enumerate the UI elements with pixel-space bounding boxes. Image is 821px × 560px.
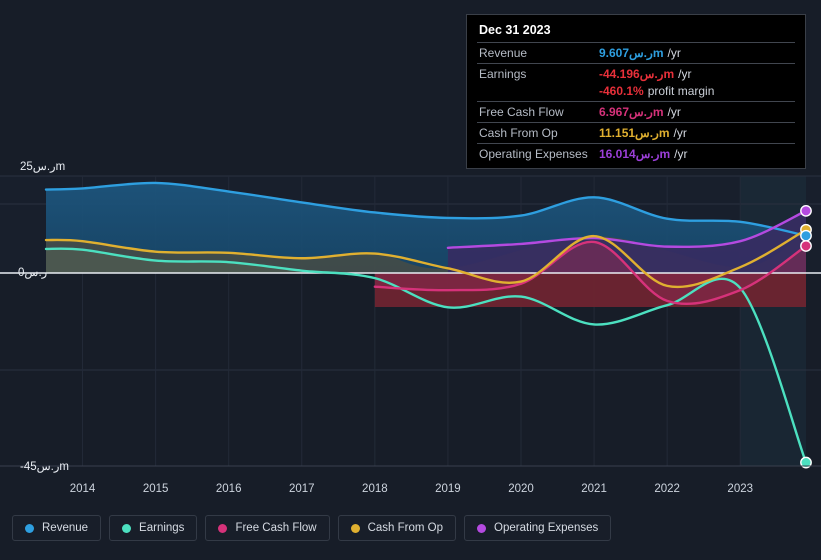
tooltip-row-value: 16.014ر.سm [599,147,671,161]
legend-item-label: Free Cash Flow [235,522,317,534]
tooltip-row-label: Revenue [479,46,528,60]
x-axis-tick-2015: 2015 [142,483,169,495]
tooltip-row-label: Cash From Op [479,126,558,140]
tooltip-rows: Revenue 9.607ر.سm/yr Earnings -44.196ر.سm/y… [477,42,795,164]
tooltip-row-label: Operating Expenses [479,147,588,161]
chart-svg [0,160,821,480]
y-axis-label-bottom: -45ر.سm [20,461,70,473]
tooltip-row: Revenue 9.607ر.سm/yr [477,42,795,63]
series-line-earnings [44,247,808,464]
series-line-revenue [44,181,808,237]
end-marker-free-cash-flow [800,240,812,252]
end-marker-earnings [800,456,812,469]
chart-legend: Revenue Earnings Free Cash Flow Cash From O… [12,515,612,541]
tooltip-row: Cash From Op 11.151ر.سm/yr [477,122,795,143]
x-axis-tick-2020: 2020 [508,483,534,495]
legend-item-label: Cash From Op [367,522,444,534]
x-axis-tick-2018: 2018 [362,483,388,495]
tooltip-row-value: 6.967ر.سm [599,105,664,119]
tooltip-row-unit: /yr [674,147,688,161]
series-line-cash-from-op [44,228,808,289]
legend-item-label: Revenue [42,522,89,534]
chart-plot-area [0,160,821,480]
tooltip-row-unit: /yr [678,67,692,81]
tooltip-date: Dec 31 2023 [479,23,551,37]
tooltip-row-value: -44.196ر.سm [599,67,675,81]
legend-item-label: Operating Expenses [494,522,599,534]
chart-tooltip: Dec 31 2023 Revenue 9.607ر.سm/yr Earnings -… [466,14,806,169]
tooltip-row-value: 9.607ر.سm [599,46,664,60]
x-axis: 2014 2015 2016 2017 2018 2019 2020 2021 2022 2023 [0,483,821,501]
legend-item-earnings[interactable]: Earnings [109,515,198,541]
tooltip-row-label: Earnings [479,67,527,81]
tooltip-row-value: 11.151ر.سm [599,126,670,140]
x-axis-tick-2019: 2019 [435,483,461,495]
legend-item-revenue[interactable]: Revenue [12,515,102,541]
series-line-operating-expenses [446,209,808,249]
x-axis-tick-2021: 2021 [581,483,607,495]
end-marker-operating-expenses [800,204,812,217]
y-axis-label-top: 25ر.سm [20,161,66,173]
legend-color-dot-icon [477,523,487,533]
x-axis-tick-2022: 2022 [654,483,680,495]
legend-color-dot-icon [218,523,228,533]
tooltip-row: Operating Expenses 16.014ر.سm/yr [477,143,795,164]
x-axis-tick-2017: 2017 [288,483,315,495]
tooltip-row: Free Cash Flow 6.967ر.سm/yr [477,101,795,122]
x-axis-tick-2023: 2023 [727,483,754,495]
legend-item-free-cash-flow[interactable]: Free Cash Flow [205,515,330,541]
legend-item-label: Earnings [139,522,185,534]
x-axis-tick-2016: 2016 [215,483,242,495]
tooltip-row-value: -460.1% [599,84,644,98]
tooltip-row-unit: /yr [667,46,681,60]
tooltip-row: -460.1% profit margin [477,84,795,101]
tooltip-profit-margin-label: profit margin [647,84,715,98]
y-axis-label-zero: 0ر.س [18,267,48,279]
legend-color-dot-icon [25,523,34,533]
legend-item-operating-expenses[interactable]: Operating Expenses [464,515,612,541]
end-marker-revenue [800,229,812,242]
tooltip-row-unit: /yr [673,126,687,140]
series-line-free-cash-flow [373,240,808,306]
legend-item-cash-from-op[interactable]: Cash From Op [337,515,457,541]
x-axis-tick-2014: 2014 [69,483,96,495]
tooltip-row-unit: /yr [667,105,681,119]
tooltip-row-label: Free Cash Flow [479,105,564,119]
legend-color-dot-icon [122,523,132,533]
tooltip-row: Earnings -44.196ر.سm/yr [477,63,795,84]
legend-color-dot-icon [350,523,360,533]
